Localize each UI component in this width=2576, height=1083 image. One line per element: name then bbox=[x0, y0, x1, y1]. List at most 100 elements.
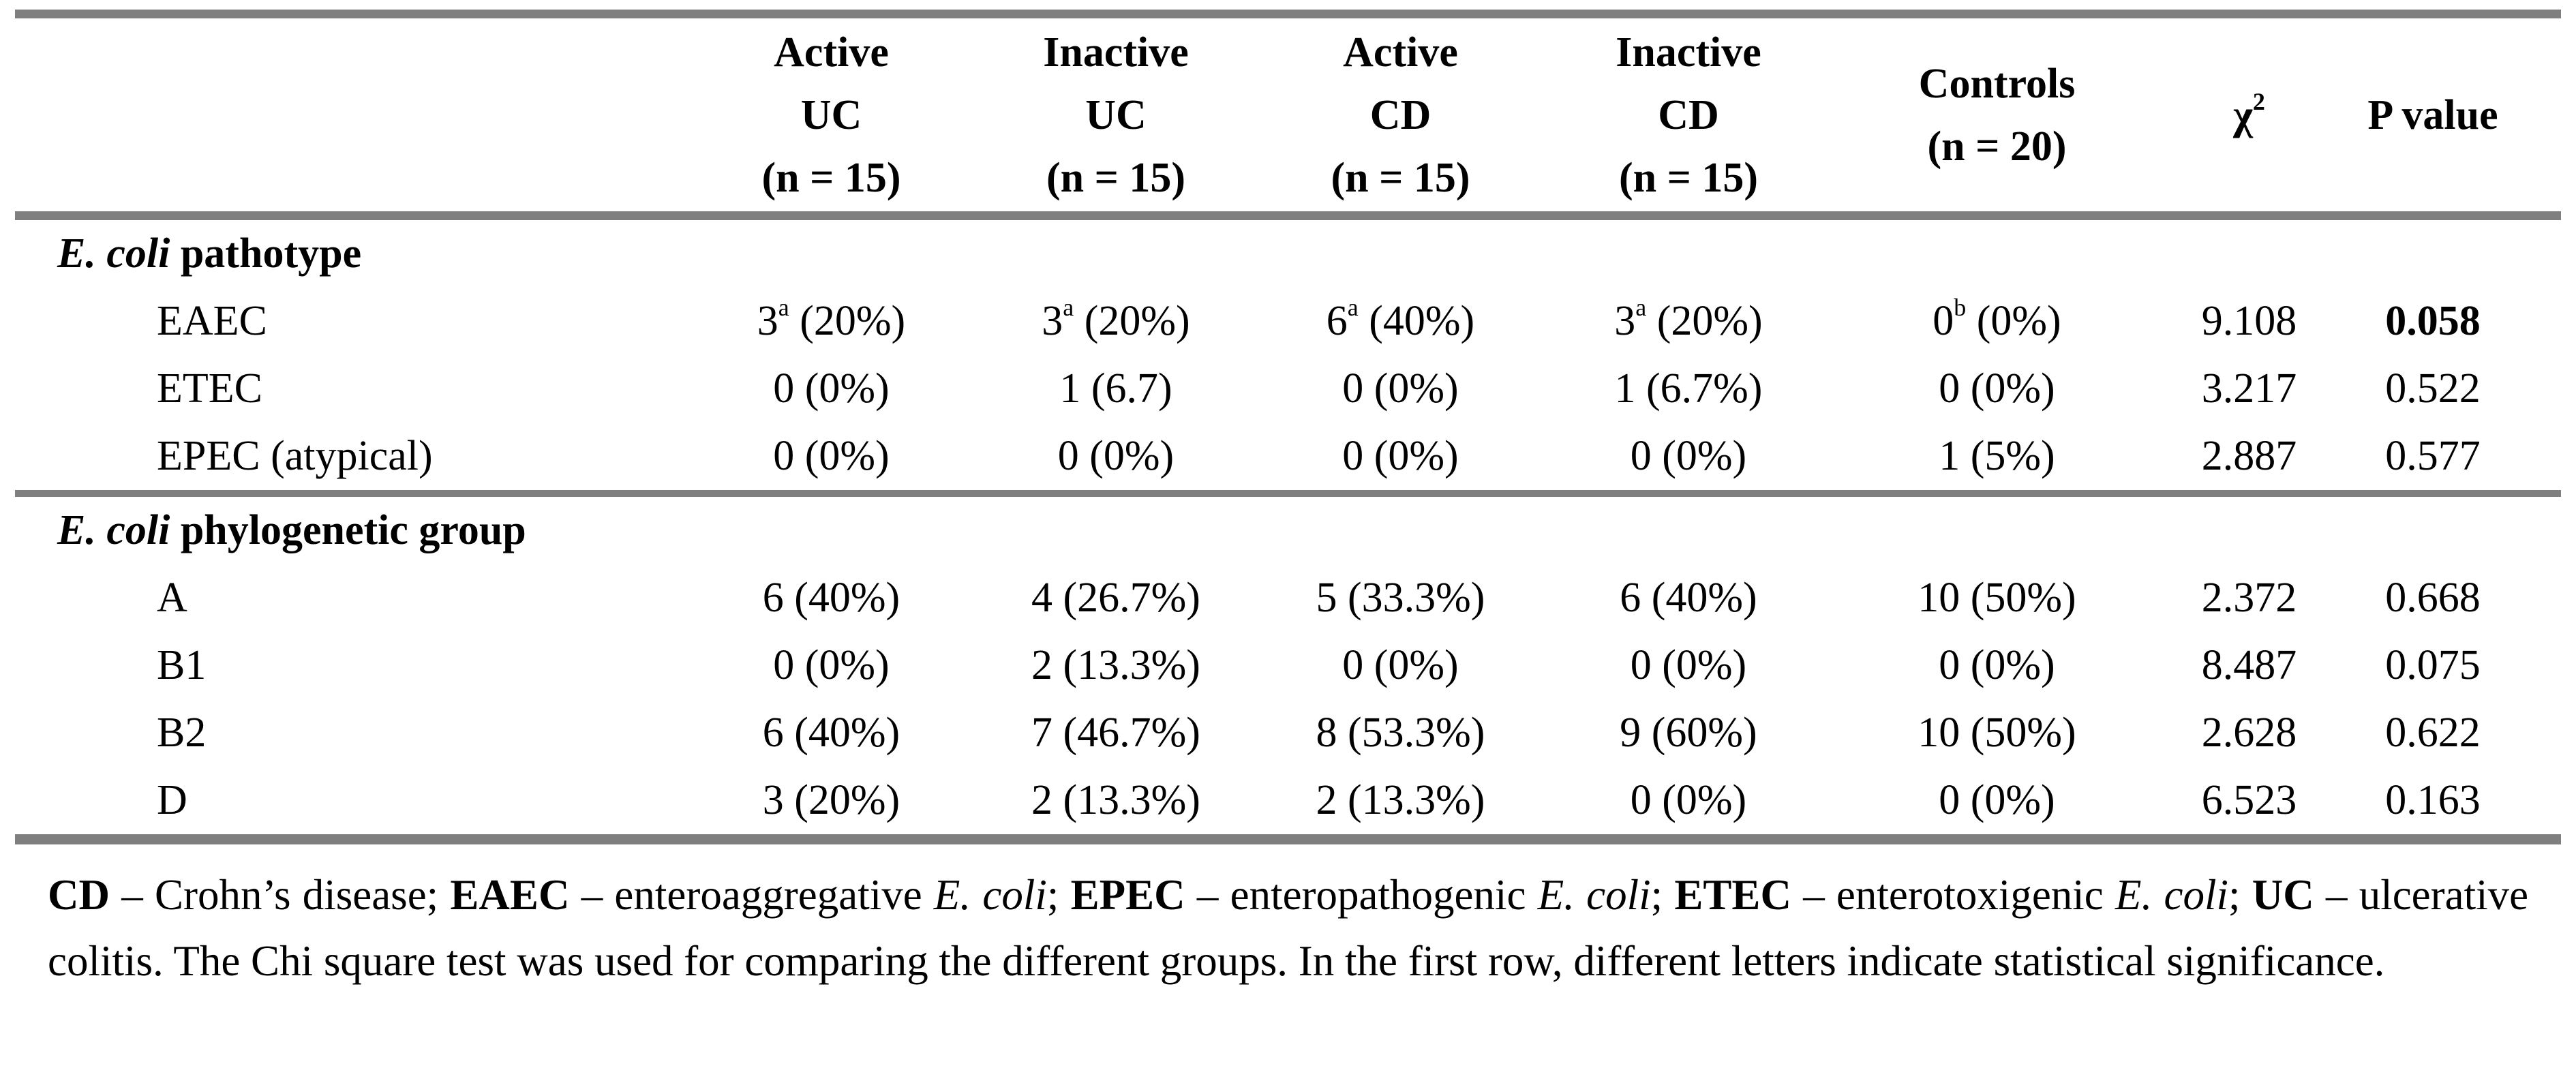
data-cell: 0 (0%) bbox=[1057, 433, 1175, 479]
section-title-row: E. coli pathotype bbox=[15, 216, 2561, 288]
footnote-text: – enteropathogenic bbox=[1185, 871, 1538, 919]
header-line: CD bbox=[1369, 91, 1431, 138]
header-cell-p_value: P value bbox=[2336, 18, 2561, 220]
data-cell: 9.108 bbox=[2162, 288, 2336, 355]
row-label: B1 bbox=[157, 642, 207, 688]
data-cell: 0 (0%) bbox=[1342, 642, 1459, 688]
data-cell: 0.668 bbox=[2385, 575, 2481, 621]
data-cell: 0 (0%) bbox=[1342, 365, 1459, 412]
footnote-text: – enterotoxigenic bbox=[1791, 871, 2116, 919]
header-row: Active UC (n = 15) Inactive UC (n = 15) Active… bbox=[15, 18, 2561, 220]
footnote-text: – Crohn’s disease; bbox=[110, 871, 451, 919]
header-cell-active_cd: Active CD (n = 15) bbox=[1256, 18, 1545, 220]
header-line: (n = 15) bbox=[1618, 154, 1759, 201]
footnote-text: E. coli bbox=[2115, 871, 2228, 919]
table-row: D 3 (20%) 2 (13.3%) 2 (13.3%) 0 (0%) 0 (0%) 6.… bbox=[15, 767, 2561, 834]
footnote-text: – enteroaggregative bbox=[569, 871, 934, 919]
row-label: EAEC bbox=[157, 298, 267, 344]
header-line: CD bbox=[1658, 91, 1719, 138]
data-cell: 3a (20%) bbox=[686, 288, 976, 355]
cell-value: 0.058 bbox=[2385, 298, 2481, 344]
data-cell: 2 (13.3%) bbox=[1031, 642, 1200, 688]
data-cell: 6 (40%) bbox=[1620, 575, 1757, 621]
header-line: P value bbox=[2367, 91, 2498, 138]
data-cell: 0b (0%) bbox=[1832, 288, 2162, 355]
header-cell-inactive_uc: Inactive UC (n = 15) bbox=[976, 18, 1256, 220]
data-cell: 0 (0%) bbox=[1939, 642, 2055, 688]
table-top-rule bbox=[15, 10, 2561, 18]
row-label: ETEC bbox=[157, 365, 262, 412]
data-cell: 2 (13.3%) bbox=[1031, 777, 1200, 823]
header-line: Active bbox=[1343, 29, 1458, 76]
data-cell: 0.075 bbox=[2385, 642, 2481, 688]
data-cell: 0.058 bbox=[2336, 288, 2561, 355]
data-cell: 0.577 bbox=[2385, 433, 2481, 479]
cell-superscript: a bbox=[1063, 294, 1074, 321]
data-cell: 0.522 bbox=[2385, 365, 2481, 412]
header-cell-inactive_cd: Inactive CD (n = 15) bbox=[1545, 18, 1832, 220]
data-cell: 6 (40%) bbox=[762, 710, 900, 756]
header-line: UC bbox=[800, 91, 862, 138]
cell-value: 3 bbox=[1614, 298, 1636, 344]
data-cell: 8.487 bbox=[2201, 642, 2297, 688]
data-cell: 0.163 bbox=[2385, 777, 2481, 823]
data-cell: 0 (0%) bbox=[1939, 777, 2055, 823]
cell-value: (20%) bbox=[1646, 298, 1763, 344]
header-line: (n = 15) bbox=[1046, 154, 1186, 201]
header-cell-active_uc: Active UC (n = 15) bbox=[686, 18, 976, 220]
footnote-text: ETEC bbox=[1674, 871, 1791, 919]
cell-value: 3 bbox=[1042, 298, 1063, 344]
row-label: D bbox=[157, 777, 187, 823]
data-cell: 1 (6.7%) bbox=[1614, 365, 1763, 412]
cell-superscript: a bbox=[1347, 294, 1359, 321]
data-cell: 1 (5%) bbox=[1939, 433, 2055, 479]
header-cell-chi_square: χ2 bbox=[2162, 18, 2336, 220]
cell-value: (20%) bbox=[789, 298, 906, 344]
section-title-italic: E. coli bbox=[57, 507, 170, 553]
section-title-italic: E. coli bbox=[57, 230, 170, 277]
section-title: E. coli pathotype bbox=[15, 216, 2561, 288]
data-cell: 7 (46.7%) bbox=[1031, 710, 1200, 756]
footnote-text: UC bbox=[2252, 871, 2314, 919]
section-title-text: phylogenetic group bbox=[170, 507, 526, 553]
section-title: E. coli phylogenetic group bbox=[15, 490, 2561, 564]
table-row: B1 0 (0%) 2 (13.3%) 0 (0%) 0 (0%) 0 (0%) 8.487… bbox=[15, 632, 2561, 699]
data-cell: 2.372 bbox=[2201, 575, 2297, 621]
header-cell-row_label bbox=[15, 18, 686, 220]
data-cell: 0 (0%) bbox=[1630, 433, 1747, 479]
footnote-text: E. coli bbox=[933, 871, 1047, 919]
data-cell: 0.622 bbox=[2385, 710, 2481, 756]
header-line: Inactive bbox=[1616, 29, 1761, 76]
section-title-row: E. coli phylogenetic group bbox=[15, 490, 2561, 564]
header-line: (n = 20) bbox=[1927, 123, 2067, 170]
footnote-text: CD bbox=[48, 871, 110, 919]
data-cell: 6 (40%) bbox=[762, 575, 900, 621]
data-cell: 6a (40%) bbox=[1256, 288, 1545, 355]
data-cell: 10 (50%) bbox=[1918, 575, 2076, 621]
data-cell: 1 (6.7) bbox=[1059, 365, 1172, 412]
row-label: B2 bbox=[157, 710, 207, 756]
data-cell: 0 (0%) bbox=[773, 642, 890, 688]
header-line: Active bbox=[774, 29, 889, 76]
footnote-text: EPEC bbox=[1070, 871, 1185, 919]
results-table: Active UC (n = 15) Inactive UC (n = 15) Active… bbox=[15, 18, 2561, 834]
chi-exponent: 2 bbox=[2252, 87, 2265, 115]
data-cell: 0 (0%) bbox=[1939, 365, 2055, 412]
chi-symbol: χ bbox=[2233, 91, 2253, 138]
header-line: Controls bbox=[1918, 60, 2076, 107]
footnote-text: ; bbox=[2228, 871, 2252, 919]
cell-value: 9.108 bbox=[2201, 298, 2297, 344]
cell-superscript: a bbox=[778, 294, 789, 321]
cell-value: (20%) bbox=[1074, 298, 1190, 344]
footnote: CD – Crohn’s disease; EAEC – enteroaggre… bbox=[48, 862, 2528, 994]
header-line: UC bbox=[1085, 91, 1147, 138]
header-line: (n = 15) bbox=[761, 154, 901, 201]
table-row: A 6 (40%) 4 (26.7%) 5 (33.3%) 6 (40%) 10 (50%… bbox=[15, 564, 2561, 632]
header-line: (n = 15) bbox=[1331, 154, 1470, 201]
table-bottom-rule bbox=[15, 834, 2561, 844]
section-title-text: pathotype bbox=[170, 230, 362, 277]
data-cell: 2.628 bbox=[2201, 710, 2297, 756]
data-cell: 0 (0%) bbox=[1342, 433, 1459, 479]
data-cell: 0 (0%) bbox=[1630, 777, 1747, 823]
table-row: EAEC 3a (20%) 3a (20%) 6a (40%) 3a (20%) 0b (… bbox=[15, 288, 2561, 355]
